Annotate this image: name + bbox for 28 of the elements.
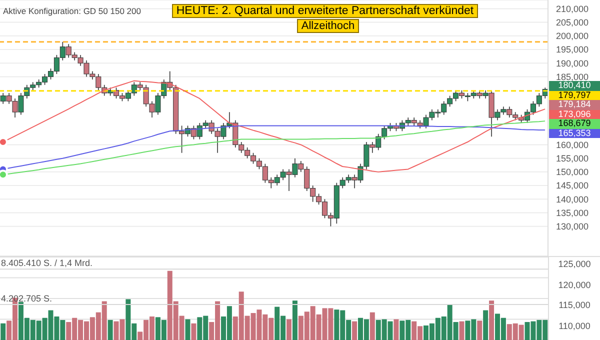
text: Aktive Konfiguration: GD 50 150 200 xyxy=(3,6,141,16)
ref-line-label: 179,797 xyxy=(549,90,600,100)
chart-title: HEUTE: 2. Quartal und erweiterte Partnerschaft verkündet xyxy=(172,4,478,18)
y-tick-label: 150,000 xyxy=(556,167,589,178)
y-tick-label: 200,000 xyxy=(556,31,589,42)
y-tick-label: 130,000 xyxy=(556,222,589,232)
y-tick-label: 145,000 xyxy=(556,180,589,191)
y-tick-label: 190,000 xyxy=(556,58,589,68)
text: 179,184 xyxy=(549,99,600,110)
y-tick-label: 205,000 xyxy=(556,18,589,28)
ref-line-label: 4.202.705 S. xyxy=(1,294,52,304)
text: 180,410 xyxy=(549,80,600,90)
text: 168,679 xyxy=(549,118,600,128)
text: 165,353 xyxy=(549,128,600,138)
annotation: Allzeithoch xyxy=(297,19,359,33)
y-tick-label: 195,000 xyxy=(556,44,589,55)
text: 125,000 xyxy=(557,259,592,270)
y-tick-label: 135,000 xyxy=(556,208,589,218)
ref-line-label: 8.405.410 S. / 1,4 Mrd. xyxy=(1,258,93,268)
text: 110,000 xyxy=(558,321,592,332)
y-tick-label: 155,000 xyxy=(556,154,589,164)
y-tick-label: 210,000 xyxy=(556,4,589,14)
y-tick-label: 140,000 xyxy=(556,194,589,204)
y-tick-label: 160,000 xyxy=(556,140,589,150)
text: 173,096 xyxy=(549,108,600,119)
text: 120,000 xyxy=(557,280,592,291)
text: 115,000 xyxy=(558,300,592,312)
y-tick-label: 185,000 xyxy=(556,72,589,82)
